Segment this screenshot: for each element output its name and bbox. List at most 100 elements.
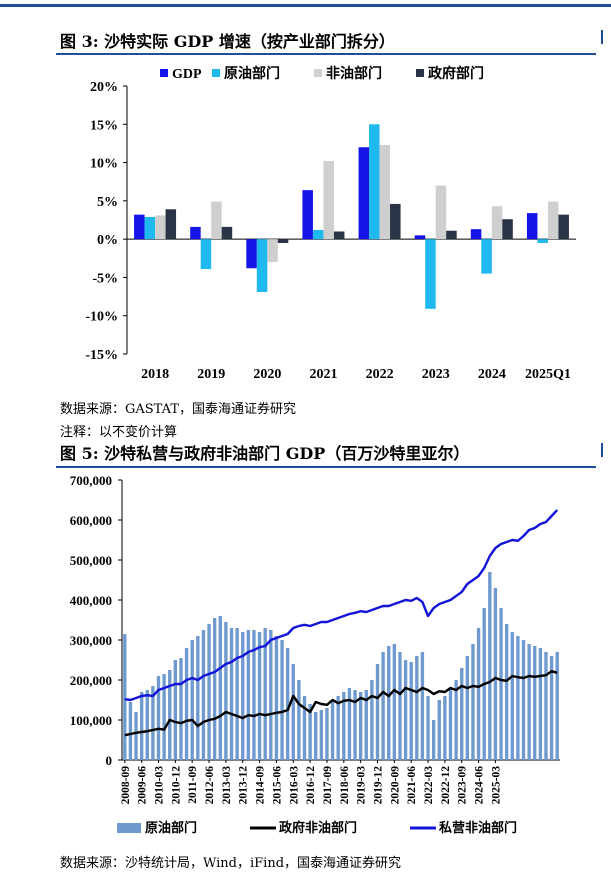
oil-bar xyxy=(392,644,397,760)
adjacent-column-edge-2 xyxy=(601,443,611,457)
oil-bar xyxy=(269,630,273,760)
x-tick-label: 2013-03 xyxy=(221,766,233,805)
oil-bar xyxy=(123,634,127,760)
bar-1-2022 xyxy=(369,124,380,240)
oil-bar xyxy=(314,712,318,760)
oil-bar xyxy=(257,632,262,760)
y-tick-label: 600,000 xyxy=(70,513,112,528)
oil-bar xyxy=(235,628,239,760)
figure1-source: 数据来源：GASTAT，国泰海通证券研究 xyxy=(60,402,296,417)
x-tick-label: 2018-06 xyxy=(339,766,351,805)
oil-bar xyxy=(319,710,324,760)
oil-bar xyxy=(347,688,352,760)
line-1 xyxy=(124,670,558,737)
x-tick-label: 2022 xyxy=(366,367,394,382)
bar-2-2023 xyxy=(435,185,447,240)
bar-0-2021 xyxy=(302,190,313,240)
gdp-growth-bar-chart: 20% 15% 10% 5% 0% -5% -10% -15% 2018 2019 2020 2021… xyxy=(85,65,576,382)
oil-bar xyxy=(297,680,301,760)
x-tick-label: 2025Q1 xyxy=(525,367,571,382)
bar-0-2018 xyxy=(134,214,145,240)
oil-bar xyxy=(516,636,520,760)
y-tick-label: 200,000 xyxy=(70,673,112,688)
oil-bar xyxy=(465,656,470,760)
oil-bar xyxy=(280,640,284,760)
bar-3-2020 xyxy=(277,239,289,243)
legend-label-1: 原油部门 xyxy=(224,65,280,82)
x-tick-label: 2017-09 xyxy=(322,766,334,805)
oil-bar xyxy=(229,628,234,760)
y-tick-label: -10% xyxy=(85,310,118,325)
y-tick-label: -5% xyxy=(92,271,118,286)
oil-bar xyxy=(420,652,425,760)
oil-bar xyxy=(387,646,391,760)
bar-0-2022 xyxy=(358,147,370,240)
oil-bar xyxy=(398,652,402,760)
oil-bar xyxy=(510,632,514,760)
oil-bar xyxy=(325,708,329,760)
bar-1-2018 xyxy=(144,216,156,240)
y-tick-label: 15% xyxy=(90,118,118,133)
y-tick-label: 400,000 xyxy=(70,593,112,608)
oil-bar xyxy=(358,692,363,760)
bar-0-2025Q1 xyxy=(526,213,538,240)
x-tick-label: 2022-03 xyxy=(423,766,435,805)
y-tick-label: 300,000 xyxy=(70,633,112,648)
legend-label-gov: 政府非油部门 xyxy=(279,820,357,835)
y-tick-label: 100,000 xyxy=(70,713,112,728)
x-tick-label: 2012-06 xyxy=(204,766,216,805)
oil-bar xyxy=(274,636,279,760)
figure1-note: 注释：以不变价计算 xyxy=(60,425,178,440)
oil-bar xyxy=(201,630,206,760)
oil-bar xyxy=(499,608,503,760)
bar-3-2025Q1 xyxy=(558,214,569,240)
oil-bar xyxy=(246,630,251,760)
bar-2-2025Q1 xyxy=(547,201,559,240)
bar-1-2021 xyxy=(312,229,324,240)
bar-3-2018 xyxy=(165,209,177,240)
oil-bar xyxy=(241,632,245,760)
oil-bar xyxy=(224,622,228,760)
legend-label-private: 私营非油部门 xyxy=(439,820,517,835)
oil-bar xyxy=(179,658,183,760)
legend-swatch-2 xyxy=(314,69,322,77)
oil-bar xyxy=(212,618,217,760)
y-tick-label: 700,000 xyxy=(70,473,112,488)
bar-0-2024 xyxy=(470,229,482,240)
oil-bar xyxy=(353,690,357,760)
oil-bar xyxy=(448,688,453,760)
bar-3-2021 xyxy=(333,231,345,240)
oil-bar xyxy=(431,720,436,760)
x-tick-label: 2023-09 xyxy=(457,766,469,805)
oil-bar xyxy=(308,704,312,760)
oil-bar xyxy=(151,686,155,760)
oil-bar xyxy=(521,640,526,760)
oil-bar xyxy=(538,648,543,760)
x-tick-label: 2024 xyxy=(478,367,506,382)
y-tick-label: -15% xyxy=(85,348,118,363)
bar-3-2023 xyxy=(446,230,457,240)
oil-bar xyxy=(145,690,149,760)
legend-label-0: GDP xyxy=(172,67,202,82)
oil-bar xyxy=(555,652,559,760)
oil-bar xyxy=(375,664,380,760)
legend-label-3: 政府部门 xyxy=(428,65,484,82)
figure2-source: 数据来源：沙特统计局，Wind，iFind，国泰海通证券研究 xyxy=(60,856,402,871)
bar-3-2019 xyxy=(221,226,233,240)
non-oil-gdp-combo-chart: 700,000 600,000 500,000 400,000 300,000 200,0… xyxy=(70,473,560,835)
legend-swatch-0 xyxy=(160,69,168,77)
oil-bar xyxy=(336,696,340,760)
oil-bar xyxy=(409,662,413,760)
figure1-title: 图 3: 沙特实际 GDP 增速（按产业部门拆分） xyxy=(60,32,395,51)
x-tick-label: 2010-03 xyxy=(154,766,166,805)
oil-bar xyxy=(533,646,537,760)
header-rule xyxy=(0,4,611,7)
bar-1-2020 xyxy=(256,239,268,292)
y-tick-label: 500,000 xyxy=(70,553,112,568)
bar-1-2024 xyxy=(481,239,492,274)
x-tick-label: 2021 xyxy=(309,367,337,382)
legend-swatch-1 xyxy=(212,69,220,77)
bar-1-2019 xyxy=(200,239,212,270)
bar-2-2019 xyxy=(211,201,222,240)
oil-bar xyxy=(139,692,144,760)
